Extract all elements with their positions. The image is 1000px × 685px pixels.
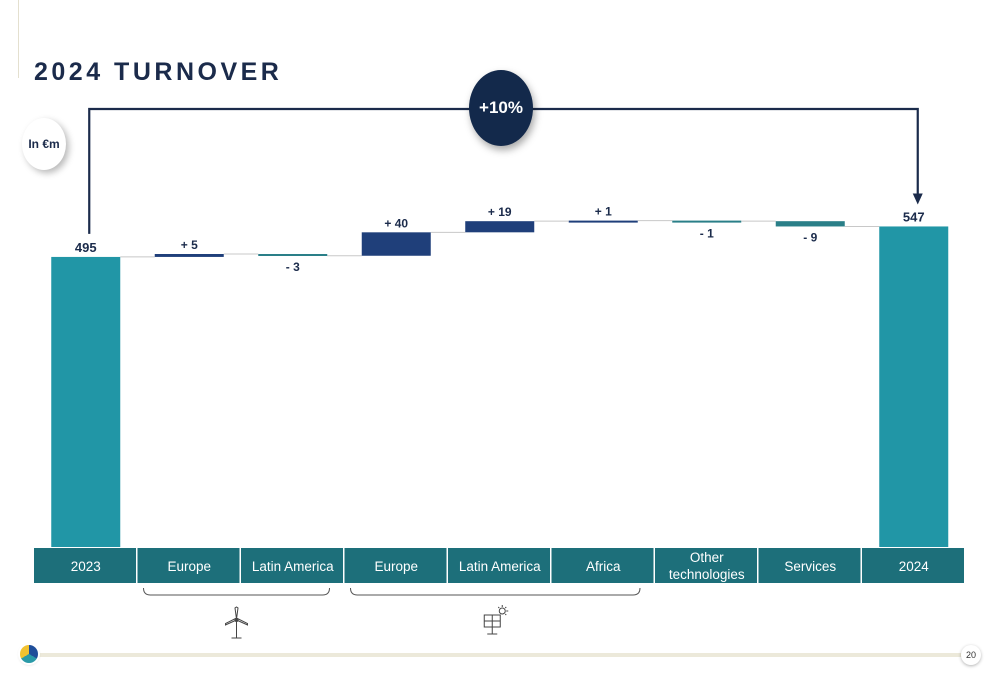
category-label: Africa xyxy=(586,559,621,574)
category-cell-latin-america xyxy=(448,548,550,583)
bar-3 xyxy=(361,232,431,256)
data-label: - 1 xyxy=(700,227,714,241)
data-label: 547 xyxy=(903,209,925,224)
category-cell-other-technologies xyxy=(655,548,757,583)
category-cell-africa xyxy=(551,548,654,583)
category-label: Services xyxy=(784,559,836,574)
group-icons xyxy=(225,605,509,639)
group-brackets xyxy=(143,587,641,596)
bar-7 xyxy=(775,221,845,227)
page-number: 20 xyxy=(961,645,981,665)
category-label: Other xyxy=(690,550,724,565)
category-cell-2023 xyxy=(34,548,136,583)
footer-line xyxy=(30,653,970,657)
category-band: 2023 Europe Latin America Europe Latin Ameri… xyxy=(34,548,964,583)
group-bracket xyxy=(350,587,641,596)
company-logo-icon xyxy=(20,645,38,663)
bar-labels: 495 + 5 - 3 + 40 + 19 + 1 - 1 - 9 547 xyxy=(75,205,925,274)
category-label: 2023 xyxy=(71,559,101,574)
page-title: 2024 TURNOVER xyxy=(34,58,283,86)
data-label: 495 xyxy=(75,240,97,255)
data-label: + 19 xyxy=(488,205,512,219)
data-label: + 5 xyxy=(181,238,198,252)
growth-badge: +10% xyxy=(469,70,533,146)
data-label: - 9 xyxy=(803,230,817,244)
category-label: 2024 xyxy=(899,559,930,574)
bar-0 xyxy=(51,256,121,547)
category-cell-europe xyxy=(137,548,240,583)
left-rule xyxy=(18,0,19,78)
bar-2 xyxy=(258,254,328,256)
solar-panel-icon xyxy=(483,605,509,635)
data-label: + 1 xyxy=(595,205,612,219)
category-label: Europe xyxy=(374,559,418,574)
bars xyxy=(51,220,949,547)
data-label: - 3 xyxy=(286,260,300,274)
unit-badge: In €m xyxy=(22,118,66,170)
bar-1 xyxy=(154,254,224,257)
category-label: Europe xyxy=(167,559,211,574)
wind-turbine-icon xyxy=(225,606,248,639)
bar-5 xyxy=(568,220,638,223)
arrow-head-icon xyxy=(912,193,923,205)
category-cell-europe xyxy=(344,548,447,583)
group-bracket xyxy=(143,587,330,596)
bar-6 xyxy=(672,220,742,223)
category-label: Latin America xyxy=(459,559,541,574)
bar-4 xyxy=(465,221,535,233)
category-cell-services xyxy=(758,548,861,583)
connector-lines xyxy=(120,220,880,258)
category-cell-latin-america xyxy=(241,548,343,583)
data-label: + 40 xyxy=(384,216,408,230)
category-cell-2024 xyxy=(862,548,964,583)
category-label: technologies xyxy=(669,567,745,582)
category-label: Latin America xyxy=(252,559,334,574)
bar-8 xyxy=(879,226,949,547)
